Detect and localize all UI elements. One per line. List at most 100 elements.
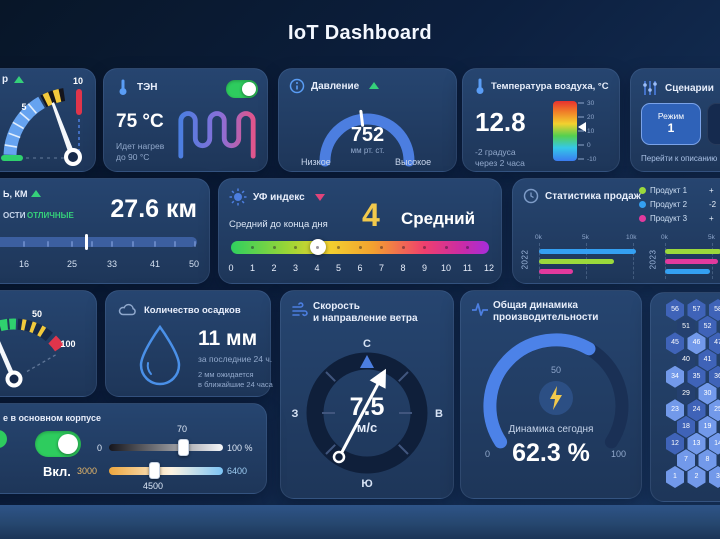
trend-up-icon xyxy=(369,82,379,89)
mode-1-button[interactable]: Режим 1 xyxy=(641,103,701,145)
legend-dot-product2 xyxy=(639,201,646,208)
activity-icon xyxy=(472,303,488,316)
uv-scale-bar xyxy=(231,239,489,255)
sales-bar-Продукт-1 xyxy=(539,259,615,264)
hex-cell-23: 23 xyxy=(666,399,684,422)
uv-value: 4 xyxy=(362,197,380,233)
wind-label-1: Скорость xyxy=(313,301,360,312)
hex-cell-12: 12 xyxy=(666,432,684,455)
wind-compass: С Ю З В 7.5 м/с xyxy=(292,338,443,490)
visibility-cond-value: отличные xyxy=(27,211,74,220)
hex-cell-14: 14 xyxy=(709,432,720,455)
uv-scale-dot xyxy=(466,246,469,249)
meter-gauge: 5 10 xyxy=(1,76,83,166)
colortemp-handle[interactable] xyxy=(149,462,160,479)
uv-scale-dot xyxy=(315,246,319,249)
scenarios-link[interactable]: Перейти к описанию ре xyxy=(641,154,720,163)
svg-text:В: В xyxy=(435,408,443,420)
legend-product2: Продукт 2 xyxy=(650,200,688,209)
colortemp-max: 6400 xyxy=(227,466,248,476)
meter-green-bar xyxy=(1,155,23,161)
legend-dot-product1 xyxy=(639,187,646,194)
pressure-needle xyxy=(359,109,365,127)
water-drop-icon xyxy=(139,324,181,386)
uv-scale-dot xyxy=(251,246,254,249)
bottom-edge xyxy=(0,505,720,539)
svg-text:Ю: Ю xyxy=(361,478,372,490)
svg-text:З: З xyxy=(292,408,299,420)
card-pressure: Давление 752 мм рт. ст. Низкое Высокое xyxy=(278,68,457,172)
hex-grid: 1237891213141819202324252930313435364041… xyxy=(650,292,720,500)
precip-forecast-2: в ближайшие 24 часа xyxy=(198,380,273,389)
visibility-value: 27.6 км xyxy=(110,195,197,223)
sales-bar-Продукт-3 xyxy=(539,269,573,274)
card-heater: ТЭН 75 °C Идет нагрев до 90 °C xyxy=(103,68,268,172)
lighting-state: Вкл. xyxy=(43,464,71,479)
legend-dot-product3 xyxy=(639,215,646,222)
uv-level: Средний xyxy=(401,209,476,228)
air-temp-value: 12.8 xyxy=(475,107,526,137)
pressure-unit: мм рт. ст. xyxy=(350,146,385,155)
thermometer-icon xyxy=(476,78,484,94)
temp-scale-bar xyxy=(553,101,577,161)
heating-element-icon xyxy=(178,111,256,159)
hex-cell-58: 58 xyxy=(709,299,720,321)
performance-label-2: производительности xyxy=(493,312,599,323)
cloud-icon xyxy=(118,303,136,316)
wind-icon xyxy=(292,302,308,317)
hex-cell-52: 52 xyxy=(698,315,717,338)
trend-up-icon xyxy=(14,76,24,83)
performance-min: 0 xyxy=(485,449,491,459)
air-temp-label: Температура воздуха, °C xyxy=(491,81,609,92)
performance-max: 100 xyxy=(611,449,627,459)
svg-text:С: С xyxy=(363,338,371,350)
brightness-min: 0 xyxy=(97,443,103,453)
uv-scale-dot xyxy=(358,246,362,249)
performance-subtitle: Динамика сегодня xyxy=(508,424,594,435)
heater-toggle[interactable] xyxy=(226,80,258,98)
brightness-handle[interactable] xyxy=(178,439,189,456)
performance-label-1: Общая динамика xyxy=(493,300,578,311)
performance-progress-arc xyxy=(483,333,596,449)
hex-cell-1: 1 xyxy=(666,466,684,488)
heater-status-2: до 90 °C xyxy=(116,152,150,162)
uv-scale-dot xyxy=(444,246,448,249)
thermometer-icon xyxy=(119,79,127,95)
uv-scale-dot xyxy=(272,246,276,249)
card-uv: УФ индекс Средний до конца дня 4 Средний… xyxy=(218,178,502,284)
uv-scale-dot xyxy=(380,246,383,249)
uv-scale-dot xyxy=(337,246,340,249)
lighting-toggle[interactable] xyxy=(35,431,81,457)
colortemp-min: 3000 xyxy=(77,466,98,476)
performance-gauge: 50 xyxy=(483,333,629,449)
svg-text:м/с: м/с xyxy=(357,420,377,435)
heater-status-1: Идет нагрев xyxy=(116,141,165,151)
card-wind: Скорость и направление ветра С Ю З В 7.5… xyxy=(280,290,454,499)
sales-bar-Продукт-1 xyxy=(665,249,720,254)
compass-north-pointer xyxy=(360,355,374,368)
legend-product3: Продукт 3 xyxy=(650,214,688,223)
hex-cell-51: 51 xyxy=(677,315,695,338)
heater-temp: 75 °C xyxy=(116,111,164,132)
hex-cell-29: 29 xyxy=(677,382,695,405)
mode-2-button[interactable]: Режим2 xyxy=(707,103,720,145)
sun-icon xyxy=(229,188,247,206)
brightness-slider[interactable] xyxy=(109,444,223,451)
pressure-high-label: Высокое xyxy=(395,157,432,167)
year-label-2023: 2023 xyxy=(648,249,658,270)
sales-label: Статистика продаж xyxy=(545,191,641,202)
year-label-2022: 2022 xyxy=(520,249,530,270)
card-precipitation: Количество осадков 11 мм за последние 24… xyxy=(105,290,273,397)
performance-value: 62.3 % xyxy=(512,439,590,467)
sales-plot-2022 xyxy=(539,249,649,279)
hex-cell-25: 25 xyxy=(709,399,720,422)
colortemp-slider[interactable] xyxy=(109,467,223,475)
card-sales: Статистика продаж Продукт 1 + Продукт 2 … xyxy=(512,178,720,284)
wind-direction-arrow xyxy=(340,368,387,453)
hex-cell-45: 45 xyxy=(666,332,684,355)
sales-bar-Продукт-3 xyxy=(665,259,718,264)
pressure-gauge xyxy=(319,109,415,167)
hex-cell-8: 8 xyxy=(698,449,717,472)
colortemp-value: 4500 xyxy=(143,481,164,491)
